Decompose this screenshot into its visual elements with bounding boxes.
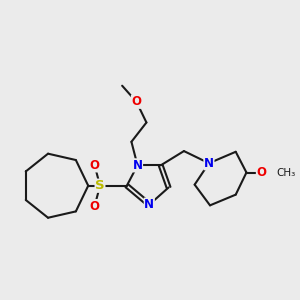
Text: N: N bbox=[144, 198, 154, 211]
Text: S: S bbox=[95, 179, 105, 192]
Text: O: O bbox=[256, 166, 266, 179]
Text: N: N bbox=[204, 157, 214, 170]
Text: CH₃: CH₃ bbox=[276, 167, 296, 178]
Text: O: O bbox=[90, 200, 100, 213]
Text: O: O bbox=[90, 159, 100, 172]
Text: N: N bbox=[133, 159, 142, 172]
Text: O: O bbox=[131, 95, 141, 108]
